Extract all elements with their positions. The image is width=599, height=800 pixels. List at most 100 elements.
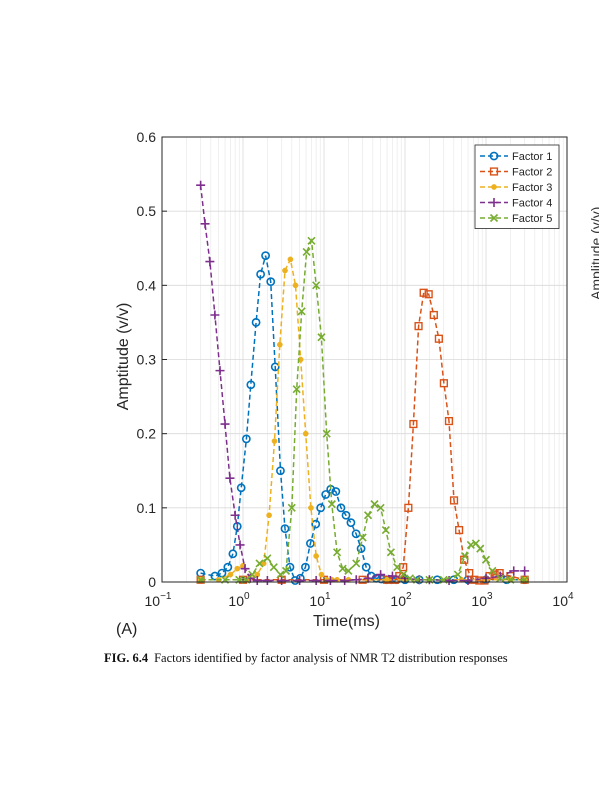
data-point [215,366,225,376]
data-point [230,510,240,520]
data-point [444,416,454,426]
x-tick-label: 103 [471,591,493,609]
data-point [333,548,342,557]
data-point [364,511,373,520]
legend-item: Factor 1 [480,151,552,163]
data-point [327,500,336,509]
data-point [311,576,321,586]
legend-item: Factor 4 [480,198,552,210]
data-point [302,247,311,257]
data-point [489,151,499,161]
y-tick-label: 0.2 [137,426,157,442]
data-point [520,566,530,576]
data-point [205,257,215,267]
data-point [351,575,361,585]
data-point [307,236,316,245]
data-point [210,571,220,581]
data-point [266,277,276,287]
data-point [453,570,462,579]
data-point [252,576,262,586]
data-point [297,307,306,316]
series-factor-5 [196,236,529,584]
data-point [405,574,414,583]
data-point [236,483,246,493]
data-point [340,576,350,586]
data-point [475,576,484,585]
data-point [282,267,288,274]
legend-item: Factor 5 [480,213,552,225]
data-point [210,310,220,320]
data-point [491,184,497,190]
data-point [295,576,305,586]
x-tick-label: 104 [552,591,574,609]
data-point [460,551,470,561]
data-point [399,570,408,579]
legend-label: Factor 5 [512,213,552,225]
y-axis-label: Amptitude (v/v) [115,303,132,411]
legend-item: Factor 2 [480,167,552,179]
data-point [306,539,315,548]
data-point [308,504,314,511]
data-point [262,576,272,586]
x-tick-label: 102 [390,591,412,609]
data-point [439,379,448,388]
data-point [269,563,278,572]
data-point [322,429,331,438]
data-point [302,430,309,437]
data-point [317,333,326,342]
data-point [287,256,294,263]
data-point [363,573,373,583]
data-point [509,566,519,576]
data-point [489,198,499,207]
data-point [225,473,235,483]
data-point [331,487,341,496]
data-point [313,553,320,559]
legend-label: Factor 3 [512,182,552,194]
data-point [424,290,433,299]
data-point [393,563,402,572]
legend-item: Factor 3 [480,182,552,194]
y-tick-label: 0.5 [137,203,157,219]
axes-ticks: 0 0.1 0.2 0.3 0.4 0.5 0.6 10−1 100 101 102 103 104 [137,129,574,609]
y-tick-label: 0.6 [137,129,157,145]
data-point [419,288,428,297]
data-point [481,555,491,564]
data-point [361,562,371,572]
data-point [200,219,210,229]
x-tick-label: 101 [309,591,331,609]
data-point [292,282,299,289]
data-point [489,167,499,176]
legend: Factor 1 Factor 2 Factor 3 Factor 4 Factor 5 [474,144,560,229]
data-point [276,466,285,476]
data-point [429,310,438,320]
data-point [248,570,257,579]
data-point [381,526,390,535]
data-point [276,570,285,579]
data-point [321,490,331,499]
x-axis-label: Time(ms) [313,613,380,630]
data-point [414,322,423,331]
data-point [316,503,326,513]
x-tick-label: 10−1 [145,591,172,609]
y-tick-label: 0 [148,574,156,590]
data-point [489,213,499,223]
data-point [228,549,238,559]
data-point [341,510,351,520]
data-point [463,576,473,586]
data-point [261,251,270,261]
data-point [240,564,250,574]
data-point [399,563,408,572]
data-point [455,525,464,535]
data-point [465,569,474,578]
y-tick-label: 0.1 [137,500,157,516]
data-point [370,500,379,509]
data-point [234,565,241,572]
data-point [490,570,499,579]
data-point [409,419,418,429]
data-point [312,281,321,290]
data-point [352,559,361,568]
data-point [196,180,206,190]
data-point [227,571,234,578]
data-point [346,518,356,528]
